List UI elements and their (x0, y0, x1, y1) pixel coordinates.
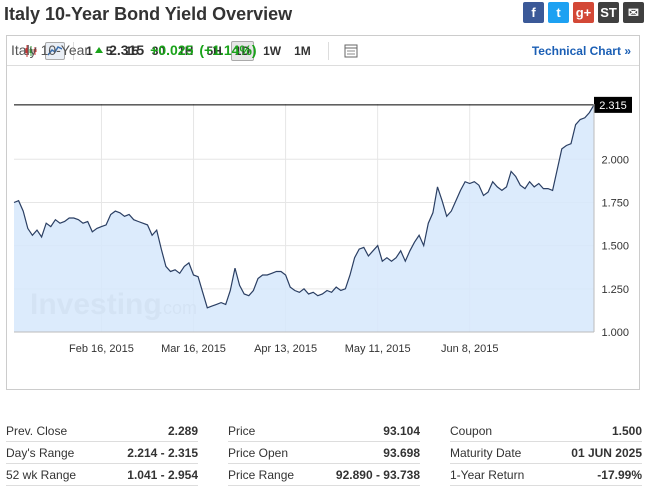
stat-label: Coupon (450, 423, 493, 438)
candlestick-icon[interactable] (21, 42, 41, 60)
stat-value: 01 JUN 2025 (571, 445, 642, 460)
y-tick-label: 1.500 (601, 241, 629, 253)
page-title: Italy 10-Year Bond Yield Overview (4, 4, 293, 24)
y-tick-label: 2.000 (601, 154, 629, 166)
stat-row: Maturity Date 01 JUN 2025 (450, 442, 642, 464)
stat-value: 1.041 - 2.954 (127, 467, 198, 482)
technical-chart-link[interactable]: Technical Chart » (532, 44, 631, 58)
stat-row: Price 93.104 (228, 420, 420, 442)
stat-value: 2.214 - 2.315 (127, 445, 198, 460)
last-price: 2.315 (109, 42, 145, 58)
toolbar-divider (73, 41, 74, 60)
stat-value: 2.289 (167, 423, 198, 438)
instrument-name: Italy 10-Year (11, 42, 90, 58)
period-button-1h[interactable]: 1H (178, 43, 194, 58)
yield-chart[interactable]: 1.000 1.250 1.500 1.750 2.000 Feb 16, 2015 Mar… (6, 96, 636, 364)
period-button-1d[interactable]: 1D (230, 40, 255, 61)
twitter-icon[interactable]: t (548, 2, 569, 23)
quote-line: Italy 10-Year 2.315 +0.025 (+1.14%) (11, 42, 257, 58)
period-button-1w[interactable]: 1W (263, 43, 282, 58)
series-line (13, 104, 595, 309)
stat-row: 52 wk Range 1.041 - 2.954 (6, 464, 198, 486)
period-button-5h[interactable]: 5H (206, 43, 222, 58)
last-price-label: 2.315 (599, 100, 627, 112)
stat-row: Prev. Close 2.289 (6, 420, 198, 442)
double-chevron-right-icon: » (624, 44, 631, 58)
technical-chart-label: Technical Chart (531, 44, 621, 58)
stat-row: Price Range 92.890 - 93.738 (228, 464, 420, 486)
x-tick-label: Feb 16, 2015 (69, 343, 134, 355)
period-button-5[interactable]: 5 (105, 43, 113, 58)
stat-row: Coupon 1.500 (450, 420, 642, 442)
stat-label: Price Range (228, 467, 295, 482)
x-tick-label: Jun 8, 2015 (441, 343, 499, 355)
period-button-30[interactable]: 30 (151, 43, 166, 58)
stat-label: Day's Range (6, 445, 75, 460)
google-plus-icon[interactable]: g+ (573, 2, 594, 23)
stat-value: -17.99% (597, 467, 642, 482)
period-button-1[interactable]: 1 (86, 43, 93, 58)
stat-value: 93.104 (383, 423, 420, 438)
stats-column: Coupon 1.500 Maturity Date 01 JUN 2025 1-Yea… (450, 420, 642, 486)
stat-row: Price Open 93.698 (228, 442, 420, 464)
chart-toolbar: 1 5 15 30 1H 5H 1D 1W 1M Technical Chart » (7, 36, 639, 66)
email-icon[interactable]: ✉ (623, 2, 644, 23)
stat-value: 1.500 (611, 423, 642, 438)
price-change: +0.025 (150, 42, 194, 58)
stats-column: Price 93.104 Price Open 93.698 Price Range 92… (228, 420, 420, 486)
x-tick-label: Mar 16, 2015 (161, 343, 226, 355)
stat-row: 1-Year Return -17.99% (450, 464, 642, 486)
stat-row: Day's Range 2.214 - 2.315 (6, 442, 198, 464)
stat-label: Maturity Date (450, 445, 522, 460)
stat-label: 52 wk Range (6, 467, 77, 482)
x-tick-label: Apr 13, 2015 (254, 343, 317, 355)
y-tick-label: 1.250 (601, 284, 629, 296)
period-button-1m[interactable]: 1M (294, 43, 311, 58)
stat-label: Price (228, 423, 256, 438)
stocktwits-icon[interactable]: ST (598, 2, 619, 23)
stats-column: Prev. Close 2.289 Day's Range 2.214 - 2.315… (6, 420, 198, 486)
last-price-tag (594, 96, 632, 113)
stat-label: Price Open (228, 445, 289, 460)
stat-value: 92.890 - 93.738 (335, 467, 420, 482)
series-area (14, 104, 594, 333)
stat-value: 93.698 (383, 445, 420, 460)
table-view-icon[interactable] (341, 42, 361, 60)
period-selector: 1 5 15 30 1H 5H 1D 1W 1M (82, 40, 320, 61)
facebook-icon[interactable]: f (523, 2, 544, 23)
period-button-15[interactable]: 15 (125, 43, 139, 58)
toolbar-divider (327, 41, 329, 60)
share-bar: f t g+ ST ✉ (523, 2, 644, 23)
x-tick-label: May 11, 2015 (345, 343, 411, 355)
stat-label: Prev. Close (6, 423, 68, 438)
up-arrow-icon (95, 47, 104, 53)
price-change-percent: (+1.14%) (199, 42, 257, 58)
stat-label: 1-Year Return (450, 467, 525, 482)
area-chart-icon[interactable] (45, 41, 65, 60)
y-tick-label: 1.000 (601, 327, 629, 339)
y-tick-label: 1.750 (601, 197, 629, 209)
